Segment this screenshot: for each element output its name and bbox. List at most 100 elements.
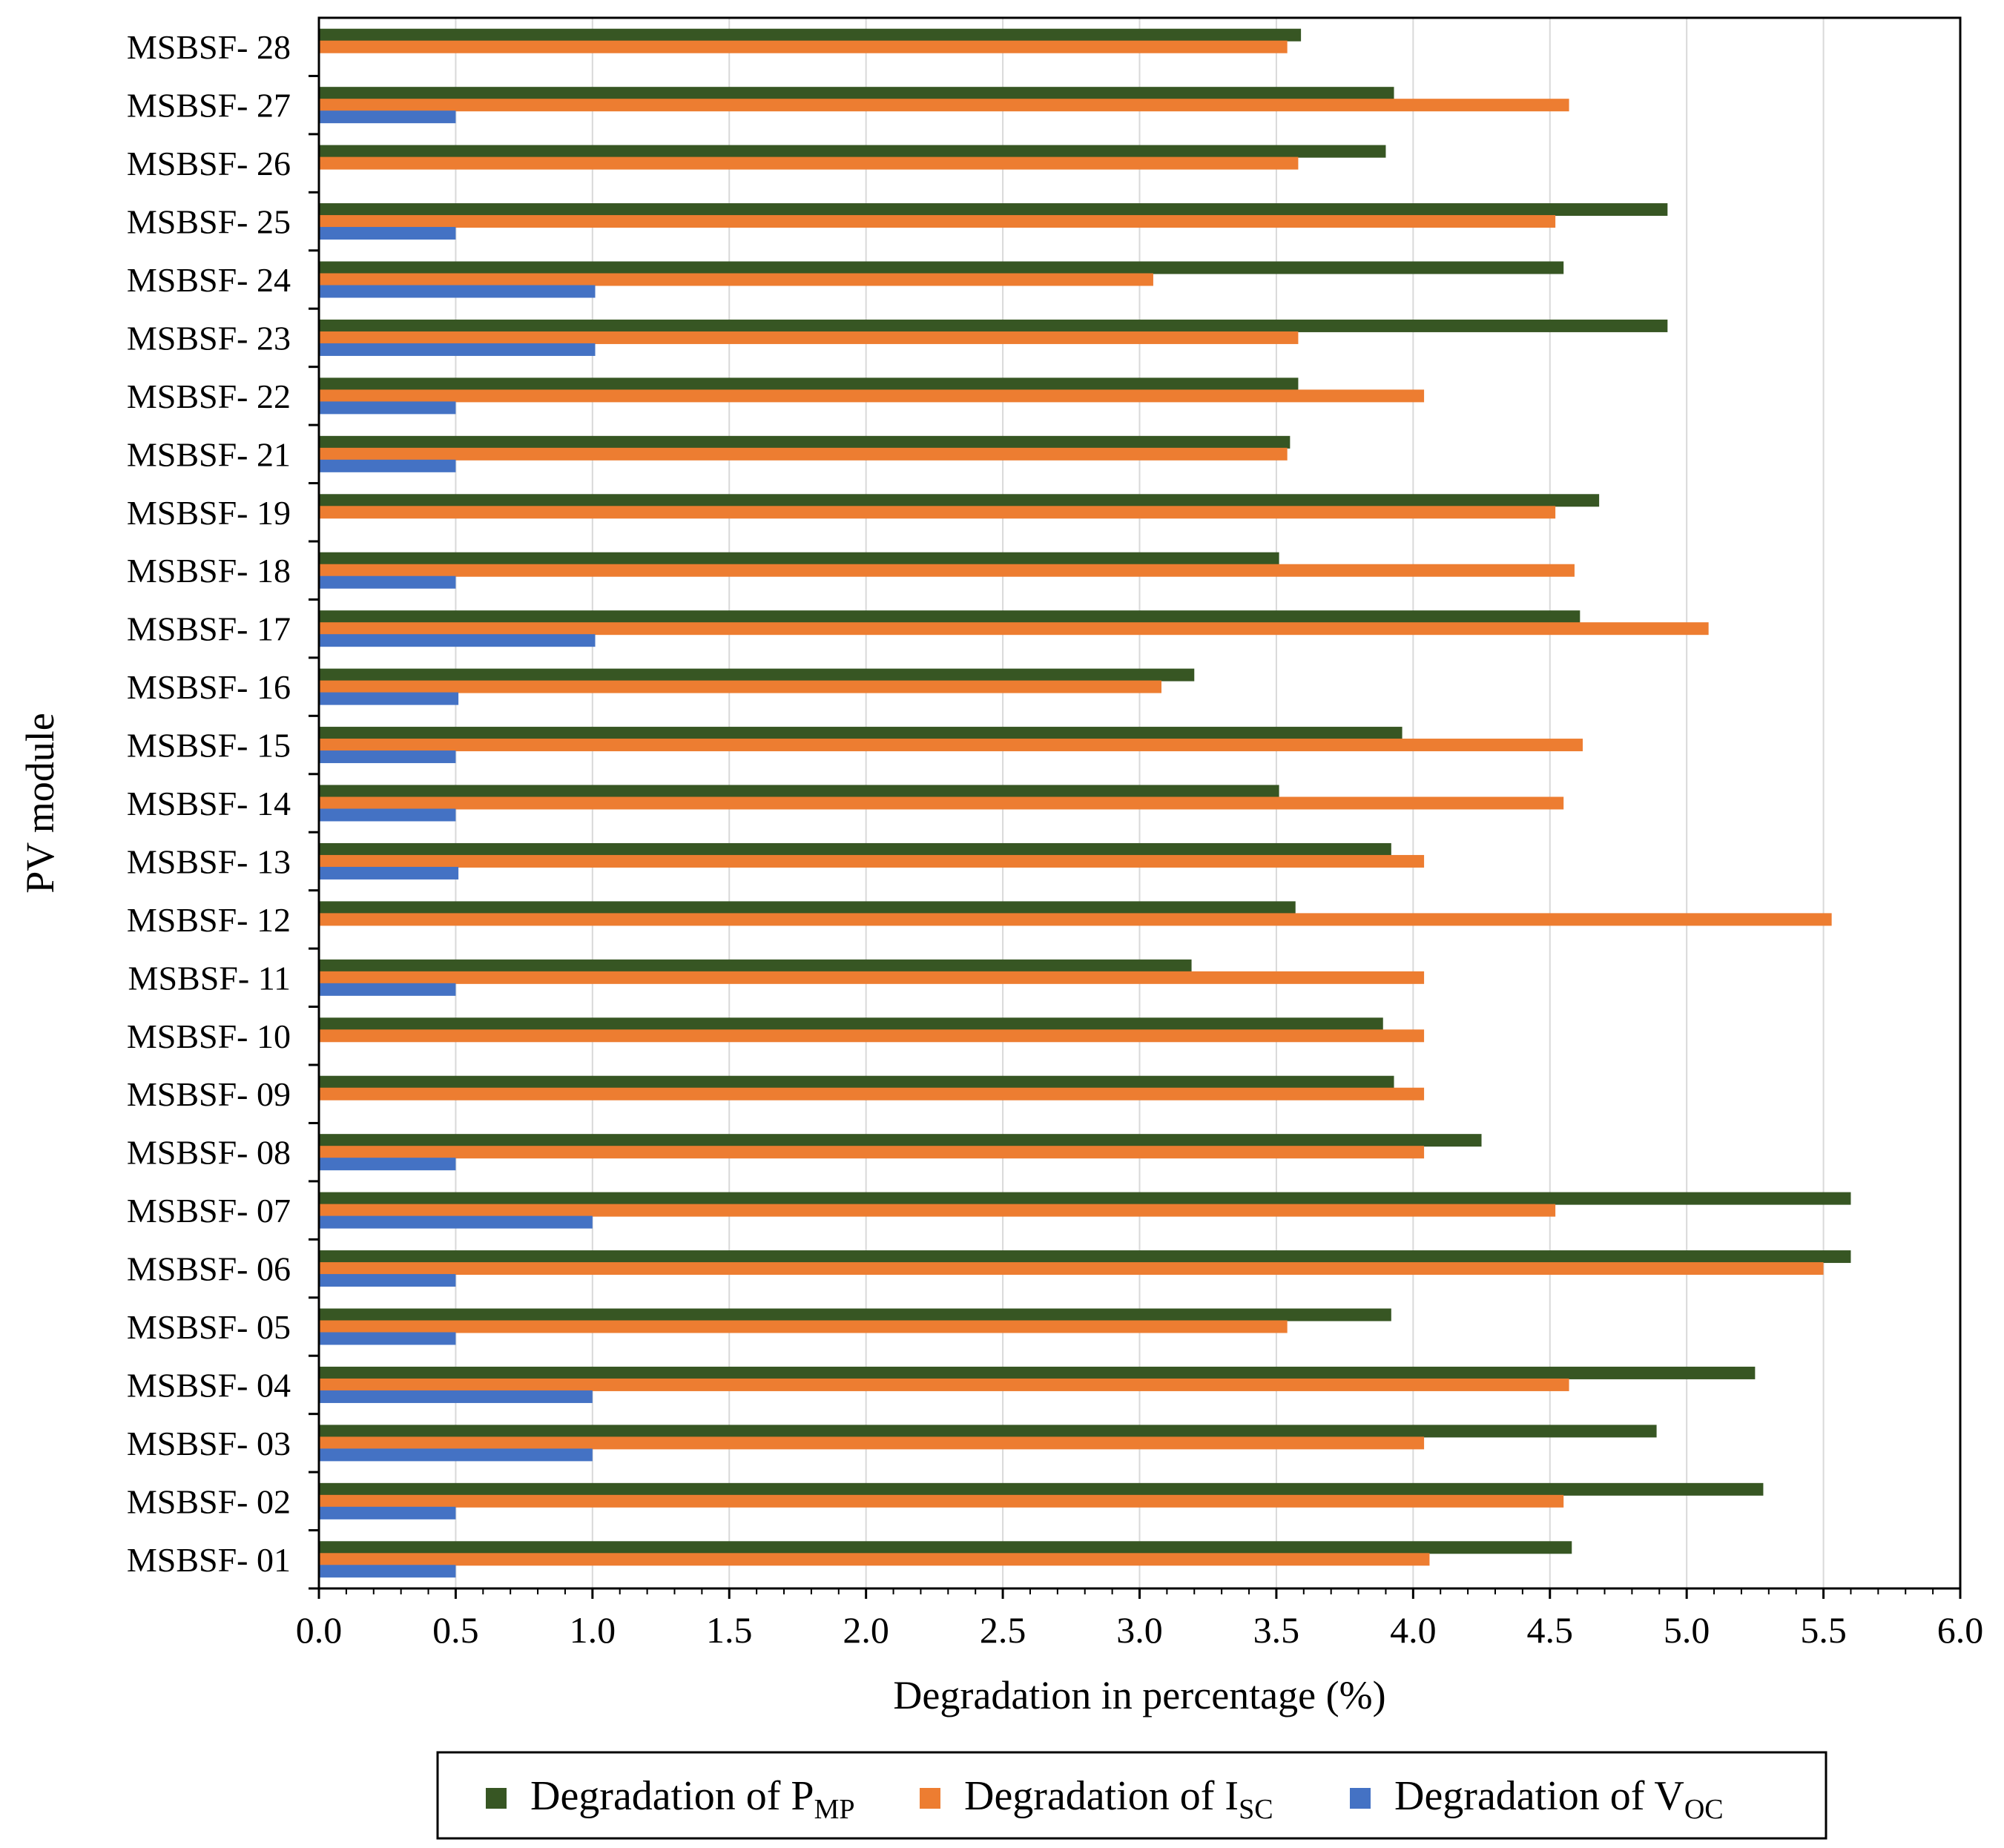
bar-isc (319, 1494, 1564, 1508)
bar-isc (319, 796, 1564, 810)
legend: Degradation of PMP Degradation of ISC Degr… (436, 1751, 1827, 1840)
bar-pmp (319, 1308, 1391, 1321)
category-label: MSBSF- 16 (127, 668, 291, 706)
category-label: MSBSF- 02 (127, 1482, 291, 1520)
bar-voc (319, 634, 596, 647)
bar-pmp (319, 785, 1279, 798)
category-label: MSBSF- 21 (127, 435, 291, 473)
x-tick-label: 0.0 (296, 1609, 343, 1651)
bar-isc (319, 854, 1425, 868)
bar-pmp (319, 1192, 1851, 1205)
x-tick-labels: 0.0 0.5 1.0 1.5 2.0 2.5 3.0 3.5 4.0 4.5 5.0 5.5 6.0 (296, 1609, 1984, 1651)
bar-pmp (319, 1425, 1657, 1438)
bar-voc (319, 459, 456, 472)
bar-isc (319, 389, 1425, 403)
category-label: MSBSF- 26 (127, 145, 291, 182)
bar-pmp (319, 1134, 1482, 1147)
legend-swatch (1350, 1788, 1371, 1809)
bar-pmp (319, 261, 1564, 274)
category-label: MSBSF- 15 (127, 727, 291, 765)
bar-voc (319, 401, 456, 415)
category-labels: MSBSF- 01 MSBSF- 02 MSBSF- 03 MSBSF- 04 MSBS… (127, 28, 291, 1579)
bar-pmp (319, 87, 1394, 100)
x-tick-label: 3.5 (1253, 1609, 1300, 1651)
bar-pmp (319, 319, 1668, 332)
category-label: MSBSF- 17 (127, 610, 291, 648)
category-label: MSBSF- 28 (127, 28, 291, 66)
category-label: MSBSF- 10 (127, 1017, 291, 1055)
bar-voc (319, 1215, 593, 1229)
bar-pmp (319, 1250, 1851, 1264)
x-tick-label: 1.0 (570, 1609, 616, 1651)
bar-pmp (319, 494, 1600, 507)
bar-voc (319, 227, 456, 240)
bar-voc (319, 285, 596, 298)
bar-isc (319, 1553, 1430, 1566)
bar-isc (319, 273, 1153, 286)
legend-label: Degradation of ISC (964, 1773, 1273, 1825)
bar-pmp (319, 668, 1195, 682)
bars (319, 28, 1851, 1578)
x-tick-label: 5.5 (1800, 1609, 1847, 1651)
x-tick-label: 2.5 (980, 1609, 1026, 1651)
x-tick-label: 3.0 (1116, 1609, 1163, 1651)
bar-pmp (319, 1482, 1764, 1496)
bar-pmp (319, 1075, 1394, 1089)
bar-voc (319, 1565, 456, 1578)
category-label: MSBSF- 23 (127, 319, 291, 357)
category-label: MSBSF- 25 (127, 203, 291, 241)
x-tick-label: 5.0 (1664, 1609, 1710, 1651)
bar-pmp (319, 145, 1386, 158)
bar-isc (319, 447, 1288, 461)
bar-isc (319, 156, 1299, 170)
bar-isc (319, 331, 1299, 344)
bar-voc (319, 808, 456, 822)
category-label: MSBSF- 11 (128, 959, 291, 997)
bar-voc (319, 1332, 456, 1345)
category-label: MSBSF- 06 (127, 1250, 291, 1288)
bar-voc (319, 1158, 456, 1171)
bar-pmp (319, 28, 1302, 42)
bar-pmp (319, 959, 1192, 972)
bar-isc (319, 215, 1556, 228)
x-tick-label: 4.5 (1527, 1609, 1574, 1651)
bar-pmp (319, 435, 1291, 449)
bar-isc (319, 1436, 1425, 1450)
ticks (309, 74, 1962, 1599)
legend-label: Degradation of PMP (530, 1773, 855, 1825)
category-label: MSBSF- 19 (127, 494, 291, 532)
bar-isc (319, 680, 1162, 693)
x-tick-label: 2.0 (843, 1609, 889, 1651)
bar-isc (319, 506, 1556, 519)
category-label: MSBSF- 01 (127, 1541, 291, 1579)
bar-pmp (319, 842, 1391, 856)
bar-voc (319, 1448, 593, 1462)
bar-voc (319, 343, 596, 356)
y-axis-title: PV module (18, 713, 62, 894)
bar-voc (319, 866, 459, 880)
bar-voc (319, 110, 456, 124)
category-label: MSBSF- 04 (127, 1366, 291, 1404)
bar-pmp (319, 901, 1296, 914)
bar-isc (319, 739, 1583, 752)
bar-voc (319, 983, 456, 996)
x-axis-title: Degradation in percentage (%) (893, 1673, 1385, 1717)
legend-swatch (920, 1788, 940, 1809)
x-tick-label: 6.0 (1937, 1609, 1984, 1651)
bar-voc (319, 1390, 593, 1403)
x-tick-label: 0.5 (432, 1609, 479, 1651)
category-label: MSBSF- 08 (127, 1134, 291, 1172)
bar-isc (319, 1204, 1556, 1217)
category-label: MSBSF- 27 (127, 87, 291, 125)
category-label: MSBSF- 13 (127, 842, 291, 880)
legend-swatch (486, 1788, 507, 1809)
category-label: MSBSF- 18 (127, 552, 291, 590)
bar-pmp (319, 1017, 1383, 1031)
category-label: MSBSF- 22 (127, 377, 291, 415)
bar-pmp (319, 377, 1299, 391)
category-label: MSBSF- 03 (127, 1425, 291, 1462)
bar-isc (319, 971, 1425, 984)
bar-isc (319, 1087, 1425, 1100)
bar-voc (319, 750, 456, 764)
bar-pmp (319, 727, 1403, 740)
